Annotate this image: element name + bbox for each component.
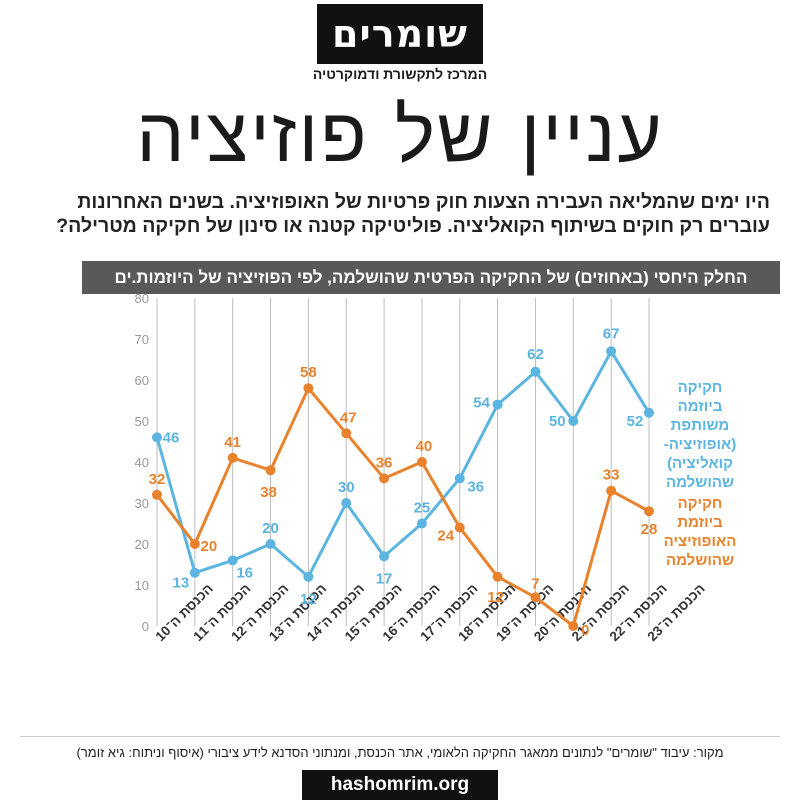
legend-text: חקיקה (678, 379, 723, 396)
data-point (379, 473, 390, 484)
data-point (341, 428, 352, 439)
data-label: 20 (262, 520, 279, 537)
legend-text: (אופוזיציה- (664, 436, 737, 453)
data-label: 58 (300, 364, 317, 381)
y-tick-label: 20 (135, 537, 149, 552)
data-label: 36 (376, 454, 393, 471)
data-point (265, 539, 276, 549)
data-point (341, 498, 352, 508)
data-point (454, 522, 465, 533)
data-label: 25 (414, 500, 431, 517)
data-label: 40 (416, 438, 433, 455)
y-tick-label: 50 (135, 414, 149, 429)
data-point (644, 506, 654, 517)
data-point (492, 399, 503, 410)
series-line (155, 349, 651, 579)
data-label: 17 (376, 570, 393, 587)
data-point (265, 465, 276, 476)
data-point (227, 555, 238, 566)
data-point (530, 592, 541, 603)
data-label: 12 (487, 589, 504, 606)
footer-url[interactable]: hashomrim.org (302, 770, 498, 800)
data-point (303, 383, 314, 394)
data-label: 62 (527, 346, 544, 363)
legend-entry: חקיקה ביוזמת האופוזיציה שהושלמה (664, 495, 737, 569)
y-tick-label: 10 (135, 578, 149, 593)
data-point (644, 407, 654, 418)
source-note: מקור: עיבוד "שומרים" לנתונים ממאגר החקיק… (20, 736, 780, 760)
y-tick-label: 0 (142, 619, 149, 634)
data-label: 16 (236, 564, 253, 581)
y-tick-label: 30 (135, 496, 149, 511)
legend-text: שהושלמה (666, 474, 734, 491)
data-label: 32 (149, 471, 166, 488)
data-point (152, 432, 162, 443)
data-point (416, 518, 427, 529)
data-point (152, 489, 162, 500)
data-label: 38 (260, 484, 277, 501)
data-point (568, 416, 579, 426)
data-label: 30 (338, 479, 355, 496)
legend-text: ביוזמת (677, 514, 723, 531)
series-line (155, 386, 650, 628)
legend-text: ביוזמה (678, 398, 723, 415)
intro-text: היו ימים שהמליאה העבירה הצעות חוק פרטיות… (56, 191, 770, 237)
data-point (606, 346, 617, 357)
data-label: 28 (641, 521, 658, 538)
data-point (530, 366, 541, 377)
data-label: 7 (531, 575, 539, 592)
legend-text: האופוזיציה (664, 533, 737, 550)
logo: שומרים (317, 4, 483, 64)
data-point (303, 571, 314, 582)
data-label: 20 (201, 538, 218, 555)
y-tick-label: 40 (135, 455, 149, 470)
data-point (416, 457, 427, 467)
data-label: 12 (300, 591, 317, 608)
data-point (492, 571, 503, 582)
y-tick-label: 70 (135, 332, 149, 347)
data-point (379, 551, 390, 562)
data-label: 33 (603, 467, 620, 484)
y-tick-label: 80 (135, 291, 149, 306)
data-label: 47 (340, 409, 357, 426)
data-point (454, 473, 465, 484)
legend-text: משותפת (671, 417, 730, 434)
data-point (227, 452, 238, 463)
data-label: 67 (603, 325, 620, 342)
logo-tagline: המרכז לתקשורת ודמוקרטיה (312, 66, 488, 82)
y-tick-label: 60 (135, 373, 149, 388)
legend-text: שהושלמה (666, 552, 734, 569)
chart-header: החלק היחסי (באחוזים) של החקיקה הפרטית שה… (82, 261, 780, 294)
data-label: 54 (473, 395, 490, 412)
data-point (189, 567, 200, 578)
data-point (606, 485, 617, 496)
page-title: עניין של פוזיציה (136, 90, 664, 179)
legend-entry: חקיקה ביוזמה משותפת (אופוזיציה- קואליציה) שהו… (664, 379, 737, 491)
data-point (568, 621, 579, 631)
data-label: 24 (437, 528, 454, 545)
legend-text: קואליציה) (667, 455, 733, 472)
data-label: 36 (467, 478, 484, 495)
data-point (189, 539, 200, 549)
data-label: 41 (224, 434, 241, 451)
data-label: 46 (163, 429, 180, 446)
data-label: 52 (627, 413, 644, 430)
legend-text: חקיקה (678, 495, 723, 512)
data-label: 0 (581, 622, 589, 639)
data-label: 13 (173, 575, 190, 592)
data-label: 50 (549, 413, 566, 430)
